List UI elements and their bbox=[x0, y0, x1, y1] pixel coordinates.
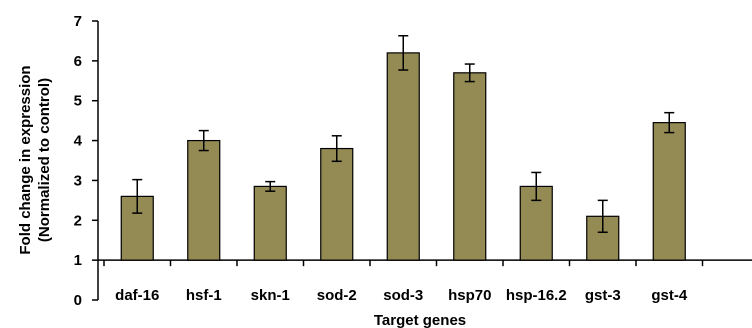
x-tick-label-gst-4: gst-4 bbox=[651, 287, 687, 304]
x-tick-label-skn-1: skn-1 bbox=[251, 287, 290, 304]
x-tick-label-hsp-16.2: hsp-16.2 bbox=[506, 287, 567, 304]
y-tick-label: 3 bbox=[74, 172, 82, 189]
bar-hsp70 bbox=[453, 72, 487, 261]
y-tick-label: 1 bbox=[74, 252, 82, 269]
y-tick-label: 6 bbox=[74, 53, 82, 70]
y-tick-label: 7 bbox=[74, 13, 82, 30]
x-tick-label-hsf-1: hsf-1 bbox=[186, 287, 222, 304]
x-tick-label-gst-3: gst-3 bbox=[585, 287, 621, 304]
bar-sod-3 bbox=[386, 52, 420, 261]
x-tick-label-sod-3: sod-3 bbox=[383, 287, 423, 304]
x-tick-label-hsp70: hsp70 bbox=[448, 287, 491, 304]
bar-hsf-1 bbox=[187, 139, 221, 261]
y-tick-label: 2 bbox=[74, 212, 82, 229]
bar-sod-2 bbox=[320, 147, 354, 261]
y-axis-title: Fold change in expression (Normalized to… bbox=[17, 65, 53, 254]
plot-area: 0 1 2 3 4 5 6 7 daf-16 hsf-1 skn-1 sod-2 sod-3 hsp70 h… bbox=[74, 13, 752, 309]
x-tick-label-sod-2: sod-2 bbox=[317, 287, 357, 304]
y-tick-label: 0 bbox=[74, 292, 82, 309]
y-tick-label: 5 bbox=[74, 93, 82, 110]
y-axis-title-line-1: Fold change in expression bbox=[17, 65, 34, 254]
x-tick-label-daf-16: daf-16 bbox=[115, 287, 159, 304]
bar-gst-4 bbox=[652, 122, 686, 261]
bar-skn-1 bbox=[253, 185, 287, 261]
y-tick-label: 4 bbox=[74, 133, 83, 150]
x-axis-title: Target genes bbox=[374, 312, 466, 328]
y-axis-title-line-2: (Normalized to control) bbox=[36, 78, 53, 242]
